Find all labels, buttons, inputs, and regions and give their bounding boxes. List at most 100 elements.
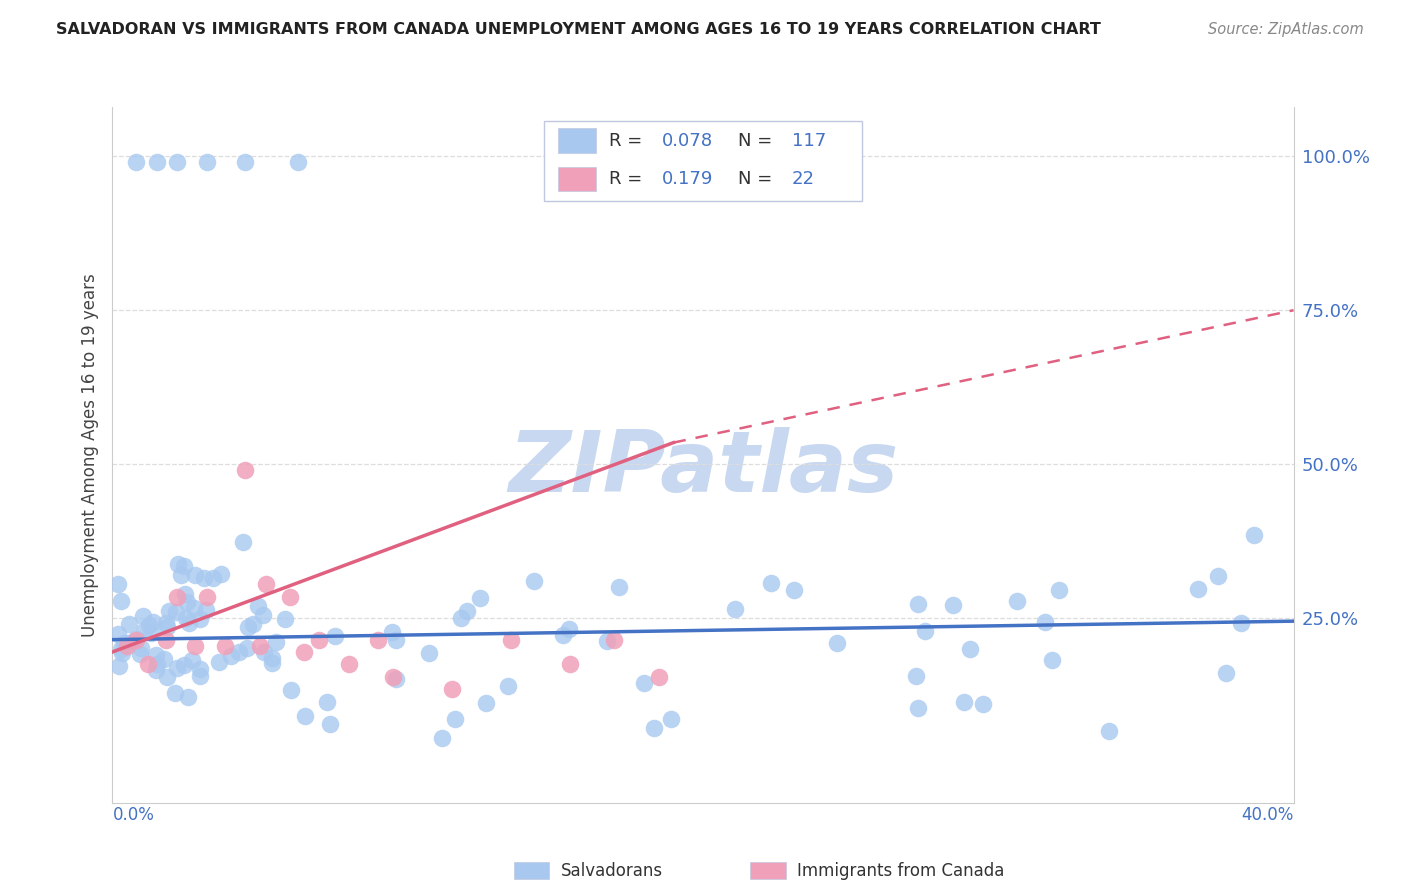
Point	[558, 623, 581, 637]
Text: N =: N =	[738, 170, 779, 188]
Point	[418, 646, 440, 660]
Point	[607, 580, 630, 594]
Point	[827, 636, 849, 650]
Point	[254, 577, 277, 591]
Point	[558, 657, 582, 672]
Point	[209, 566, 232, 581]
Point	[183, 567, 205, 582]
Point	[117, 639, 138, 653]
Point	[942, 598, 965, 612]
Point	[176, 595, 198, 609]
Point	[959, 642, 981, 657]
Point	[181, 653, 204, 667]
Point	[195, 590, 218, 604]
Text: SALVADORAN VS IMMIGRANTS FROM CANADA UNEMPLOYMENT AMONG AGES 16 TO 19 YEARS CORR: SALVADORAN VS IMMIGRANTS FROM CANADA UNE…	[56, 22, 1101, 37]
Point	[659, 713, 682, 727]
Point	[174, 611, 197, 625]
Point	[280, 683, 302, 698]
Point	[173, 658, 195, 673]
Point	[1007, 593, 1029, 607]
Point	[905, 669, 928, 683]
Text: ZIPatlas: ZIPatlas	[508, 427, 898, 510]
Text: Salvadorans: Salvadorans	[561, 862, 664, 880]
Point	[166, 590, 188, 604]
Point	[468, 591, 491, 605]
Point	[118, 636, 141, 650]
Point	[108, 659, 131, 673]
Point	[195, 155, 218, 169]
Point	[228, 645, 250, 659]
Point	[501, 632, 523, 647]
Point	[253, 645, 276, 659]
Point	[193, 571, 215, 585]
Point	[382, 669, 405, 683]
Point	[236, 620, 259, 634]
Point	[914, 624, 936, 638]
Text: 0.078: 0.078	[662, 132, 713, 150]
Point	[308, 632, 330, 647]
Point	[262, 651, 284, 665]
Point	[132, 609, 155, 624]
Text: R =: R =	[609, 132, 648, 150]
Point	[153, 652, 176, 666]
Point	[381, 624, 404, 639]
Point	[247, 599, 270, 613]
Point	[907, 700, 929, 714]
FancyBboxPatch shape	[751, 862, 786, 880]
Point	[1040, 653, 1063, 667]
Point	[207, 655, 229, 669]
Point	[1206, 569, 1229, 583]
Point	[145, 648, 167, 663]
Text: N =: N =	[738, 132, 779, 150]
Point	[647, 669, 671, 683]
Point	[184, 639, 207, 653]
Point	[337, 657, 360, 672]
Point	[972, 697, 994, 711]
Point	[107, 576, 129, 591]
Point	[179, 616, 201, 631]
Point	[475, 696, 498, 710]
Point	[430, 731, 453, 745]
Point	[1098, 723, 1121, 738]
Point	[214, 639, 236, 653]
Point	[1049, 583, 1071, 598]
Text: 0.179: 0.179	[662, 170, 713, 188]
Point	[201, 571, 224, 585]
Point	[596, 634, 619, 648]
Point	[221, 649, 243, 664]
Point	[128, 648, 150, 662]
Point	[953, 695, 976, 709]
Point	[138, 618, 160, 632]
Point	[553, 628, 575, 642]
Point	[156, 620, 179, 634]
Point	[236, 640, 259, 655]
Point	[323, 629, 346, 643]
FancyBboxPatch shape	[558, 167, 596, 192]
Text: R =: R =	[609, 170, 648, 188]
Point	[1035, 615, 1057, 629]
Point	[252, 608, 274, 623]
Point	[907, 597, 929, 611]
Point	[603, 632, 626, 647]
Point	[125, 632, 148, 647]
Point	[173, 558, 195, 573]
Point	[129, 641, 152, 656]
Point	[456, 604, 478, 618]
Point	[146, 155, 169, 169]
Point	[450, 610, 472, 624]
Point	[166, 155, 188, 169]
Point	[142, 615, 165, 629]
Point	[156, 670, 179, 684]
Point	[316, 695, 339, 709]
Point	[157, 604, 180, 618]
Point	[188, 611, 211, 625]
Point	[183, 601, 205, 615]
Point	[165, 686, 187, 700]
Point	[139, 626, 162, 640]
Point	[112, 636, 135, 650]
Point	[1187, 582, 1209, 597]
FancyBboxPatch shape	[544, 121, 862, 201]
Point	[1243, 528, 1265, 542]
Point	[155, 632, 177, 647]
Point	[136, 657, 159, 672]
